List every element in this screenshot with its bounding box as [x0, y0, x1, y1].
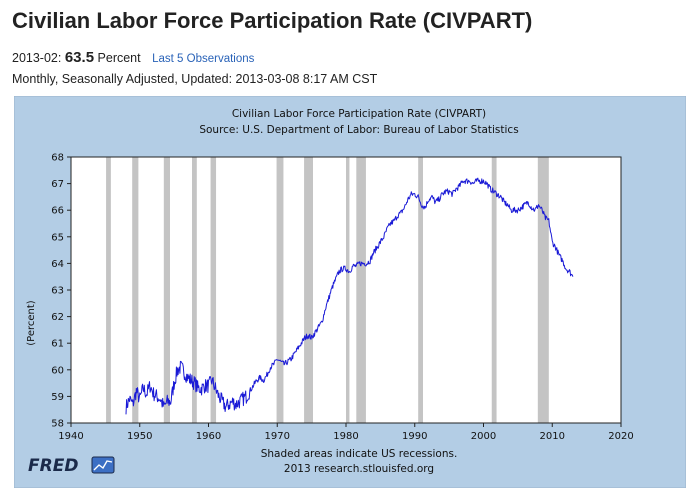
x-tick-label: 1950: [127, 431, 152, 442]
fred-logo[interactable]: FRED: [28, 456, 115, 476]
fred-logo-graph-icon: [91, 456, 115, 474]
observation-date: 2013-02:: [12, 51, 62, 65]
recession-bar: [106, 157, 111, 423]
fred-logo-graph-line: [93, 460, 113, 471]
latest-observation: 2013-02: 63.5 Percent Last 5 Observation…: [12, 49, 254, 66]
y-axis-label: (Percent): [26, 300, 37, 346]
y-tick-label: 58: [51, 419, 64, 430]
chart-title: Civilian Labor Force Participation Rate …: [232, 108, 486, 120]
x-tick-label: 1940: [58, 431, 83, 442]
x-tick-label: 1970: [265, 431, 290, 442]
x-tick-label: 1980: [333, 431, 358, 442]
recession-bar: [491, 157, 497, 423]
last-observations-link[interactable]: Last 5 Observations: [152, 53, 255, 65]
y-tick-label: 59: [51, 392, 64, 403]
recession-bar: [192, 157, 197, 423]
y-tick-label: 64: [51, 259, 64, 270]
recession-bar: [346, 157, 350, 423]
recession-bar: [537, 157, 549, 423]
recession-bar: [418, 157, 423, 423]
x-tick-label: 2020: [608, 431, 633, 442]
fred-logo-text: FRED: [28, 456, 78, 476]
chart-panel: Civilian Labor Force Participation Rate …: [13, 95, 687, 489]
y-tick-label: 66: [51, 206, 64, 217]
x-tick-label: 1960: [196, 431, 221, 442]
plot-area: 1940 1950 1960 1970 1980 1990 2000 2010 2020 58 59…: [51, 153, 633, 443]
recession-bar: [210, 157, 217, 423]
recession-bar: [276, 157, 284, 423]
observation-value: 63.5: [64, 49, 95, 66]
recession-bar: [132, 157, 139, 423]
chart-subtitle: Source: U.S. Department of Labor: Bureau…: [199, 124, 518, 136]
recession-bar: [304, 157, 313, 423]
recession-footnote: Shaded areas indicate US recessions.: [261, 448, 458, 460]
y-tick-label: 67: [51, 179, 64, 190]
recession-bar: [356, 157, 366, 423]
x-tick-label: 2000: [471, 431, 496, 442]
y-tick-label: 61: [51, 339, 64, 350]
source-credit: 2013 research.stlouisfed.org: [284, 463, 434, 475]
y-tick-label: 65: [51, 232, 64, 243]
x-tick-label: 2010: [540, 431, 565, 442]
page-title: Civilian Labor Force Participation Rate …: [12, 8, 533, 33]
y-tick-label: 62: [51, 312, 64, 323]
series-line: [125, 177, 574, 415]
y-tick-label: 63: [51, 286, 64, 297]
y-tick-label: 60: [51, 365, 64, 376]
observation-unit: Percent: [97, 51, 141, 65]
series-metadata: Monthly, Seasonally Adjusted, Updated: 2…: [12, 72, 378, 86]
y-tick-label: 68: [51, 153, 64, 164]
recession-bar: [163, 157, 170, 423]
chart-svg: Civilian Labor Force Participation Rate …: [13, 95, 687, 489]
x-tick-label: 1990: [402, 431, 427, 442]
